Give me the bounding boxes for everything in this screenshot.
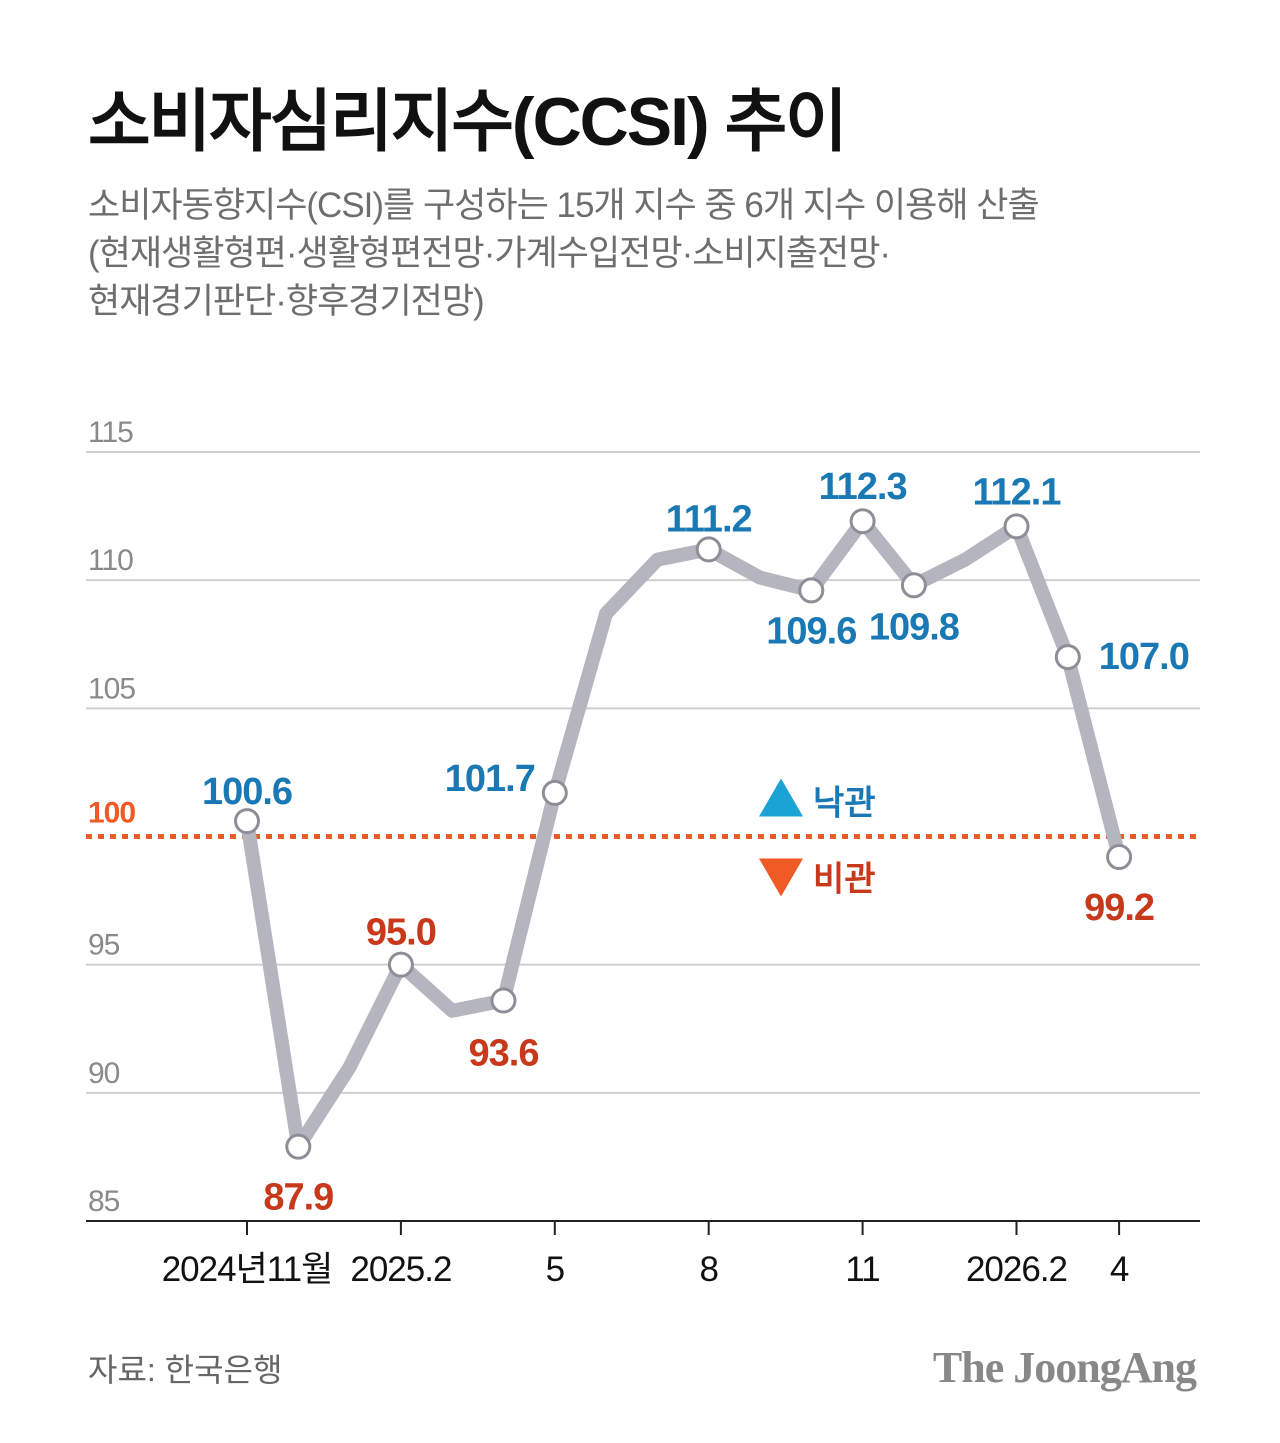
- data-point-marker: [490, 987, 517, 1014]
- data-label: 112.1: [973, 471, 1062, 513]
- data-label: 101.7: [445, 758, 535, 800]
- data-point-marker: [1003, 513, 1030, 540]
- reference-line-label: 100: [88, 797, 135, 830]
- y-axis-ticks: 85 90 95 105 110 115: [88, 416, 136, 1218]
- x-tick-label: 4: [1110, 1250, 1129, 1289]
- y-tick-label: 110: [88, 544, 133, 577]
- reference-line-group: 100: [86, 797, 1200, 839]
- y-tick-label: 95: [88, 929, 120, 962]
- data-label: 112.3: [819, 466, 907, 508]
- data-label: 111.2: [666, 498, 752, 540]
- data-point-marker: [900, 572, 927, 599]
- y-tick-label: 115: [88, 416, 133, 449]
- data-point-marker: [387, 951, 414, 978]
- chart-subtitle: 소비자동향지수(CSI)를 구성하는 15개 지수 중 6개 지수 이용해 산출…: [88, 182, 1208, 326]
- x-tick-label: 8: [699, 1250, 717, 1289]
- data-label: 109.6: [766, 610, 856, 652]
- y-tick-label: 105: [88, 672, 135, 705]
- data-point-marker: [695, 536, 722, 563]
- data-label: 99.2: [1084, 887, 1154, 929]
- data-points: [234, 508, 1133, 1160]
- legend-optimistic-label: 낙관: [813, 785, 876, 823]
- y-tick-label: 85: [88, 1185, 120, 1218]
- subtitle-line-1: 소비자동향지수(CSI)를 구성하는 15개 지수 중 6개 지수 이용해 산출: [88, 186, 1040, 225]
- x-tick-label: 2025.2: [350, 1250, 451, 1289]
- publisher-logo: The JoongAng: [932, 1343, 1197, 1392]
- data-point-marker: [1054, 644, 1081, 671]
- data-label: 109.8: [869, 606, 959, 648]
- data-label: 87.9: [263, 1177, 333, 1219]
- data-point-marker: [1106, 844, 1133, 871]
- pessimistic-triangle-icon: [759, 858, 803, 897]
- x-tick-label: 2024년11월: [162, 1250, 333, 1289]
- data-point-marker: [234, 808, 260, 835]
- x-axis: 2024년11월 2025.2 5 8 11 2026.2 4: [86, 1220, 1200, 1289]
- y-tick-label: 90: [88, 1057, 120, 1090]
- data-label: 100.6: [202, 771, 292, 813]
- chart-title: 소비자심리지수(CCSI) 추이: [88, 84, 848, 160]
- series-line-group: [240, 514, 1127, 1154]
- data-labels: 100.6 87.9 95.0 93.6 101.7 111.2 109.6 112.3 109…: [202, 466, 1190, 1219]
- data-label: 95.0: [366, 912, 436, 954]
- data-label: 107.0: [1099, 636, 1189, 678]
- ccsi-series-line: [240, 514, 1127, 1154]
- data-label: 93.6: [469, 1033, 539, 1075]
- source-note: 자료: 한국은행: [88, 1352, 283, 1388]
- x-tick-label: 2026.2: [966, 1250, 1067, 1289]
- data-point-marker: [849, 508, 876, 535]
- data-point-marker: [541, 779, 568, 806]
- x-tick-label: 11: [845, 1250, 879, 1289]
- optimistic-triangle-icon: [759, 778, 803, 817]
- data-point-marker: [798, 577, 825, 604]
- subtitle-line-3: 현재경기판단·향후경기전망): [88, 282, 485, 321]
- x-tick-label: 5: [546, 1250, 564, 1289]
- subtitle-line-2: (현재생활형편·생활형편전망·가계수입전망·소비지출전망·: [88, 234, 891, 273]
- data-point-marker: [285, 1133, 312, 1160]
- legend-pessimistic-label: 비관: [813, 861, 876, 899]
